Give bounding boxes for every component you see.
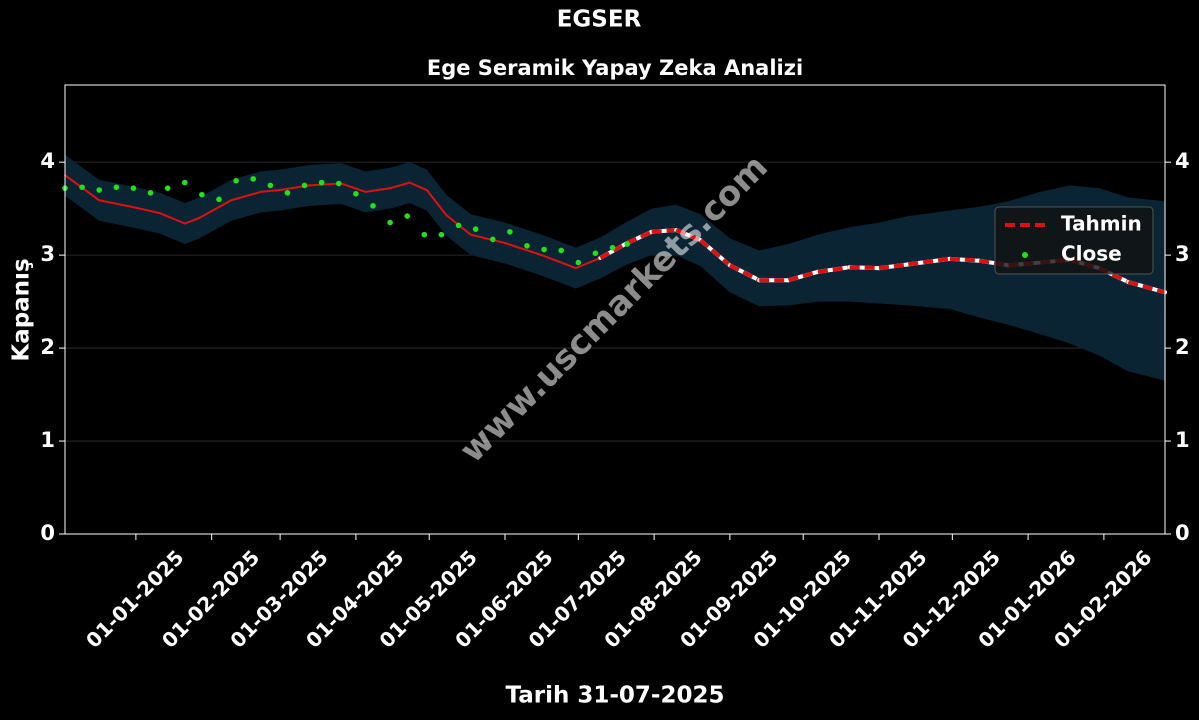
fit-segment [259,189,282,193]
close-point [558,247,565,254]
forecast-segment [908,256,951,267]
forecast-segment [699,238,732,267]
fit-segment [504,242,543,257]
y-tick-label: 3 [40,242,55,266]
fit-segment [198,199,233,219]
close-point [335,180,342,187]
plot-frame [64,84,1166,535]
close-point [592,250,599,257]
close-point [164,185,171,191]
fit-segment [574,256,602,270]
x-axis-label: Tarih 31-07-2025 [506,683,725,709]
close-point [79,184,85,191]
fit-segment [183,216,201,225]
forecast-segment [949,256,980,263]
close-point [421,231,428,238]
fit-segment [364,187,392,193]
forecast-segment [788,269,819,283]
forecast-segment [599,241,629,260]
legend-label: Tahmin [1061,212,1142,236]
forecast-segment [878,262,909,271]
chart-subtitle: Ege Seramik Yapay Zeka Analizi [427,56,803,80]
forecast-segment [651,228,677,234]
forecast-segment [849,265,880,271]
legend-swatch [1022,252,1028,258]
fit-segment [469,233,506,245]
chart-title: EGSER [557,7,642,33]
y2-tick-label: 3 [1175,242,1190,266]
fit-segment [308,182,343,187]
close-point [181,179,188,186]
forecast-segment [626,230,653,245]
close-point [318,179,325,186]
close-point [609,244,616,251]
close-point [216,196,222,203]
close-point [624,241,631,247]
close-point [233,177,239,184]
close-point [387,219,393,226]
confidence-band [65,154,1165,381]
fit-segment [340,182,367,193]
close-point [507,229,513,235]
y-tick-label: 4 [40,149,55,173]
fit-segment [98,199,137,209]
fit-segment [389,181,411,190]
fit-segment [540,254,577,270]
fit-segment [134,206,162,215]
forecast-segment [1127,280,1166,295]
close-point [199,191,205,198]
close-point [370,203,376,209]
y2-tick-label: 0 [1175,521,1190,545]
y-axis-label: Kapanış [9,258,35,361]
close-point [284,190,291,196]
close-point [489,236,496,243]
y-tick-label: 2 [40,335,55,359]
close-point [404,213,411,219]
fit-segment [230,190,262,202]
close-point [96,187,103,193]
y-tick-label: 0 [40,521,55,545]
close-point [575,259,582,266]
fit-segment [408,181,428,192]
close-point [472,226,479,232]
close-point [438,231,445,238]
close-point [524,243,530,249]
legend-box [994,206,1154,275]
forecast-segment [817,265,850,274]
close-point [353,190,359,197]
y2-tick-label: 2 [1175,335,1190,359]
legend-label: Close [1061,242,1122,266]
close-point [267,182,274,189]
close-point [250,176,257,182]
forecast-segment [675,228,702,243]
close-point [113,184,120,191]
forecast-segment [728,263,761,283]
y2-tick-label: 1 [1175,428,1190,452]
close-point [541,246,547,253]
close-point [301,182,308,189]
y2-tick-label: 4 [1175,149,1190,173]
fit-segment [159,212,186,225]
y-tick-label: 1 [40,428,55,452]
close-point [455,222,462,229]
close-point [147,190,154,196]
fit-segment [425,189,448,217]
close-point [130,185,137,191]
